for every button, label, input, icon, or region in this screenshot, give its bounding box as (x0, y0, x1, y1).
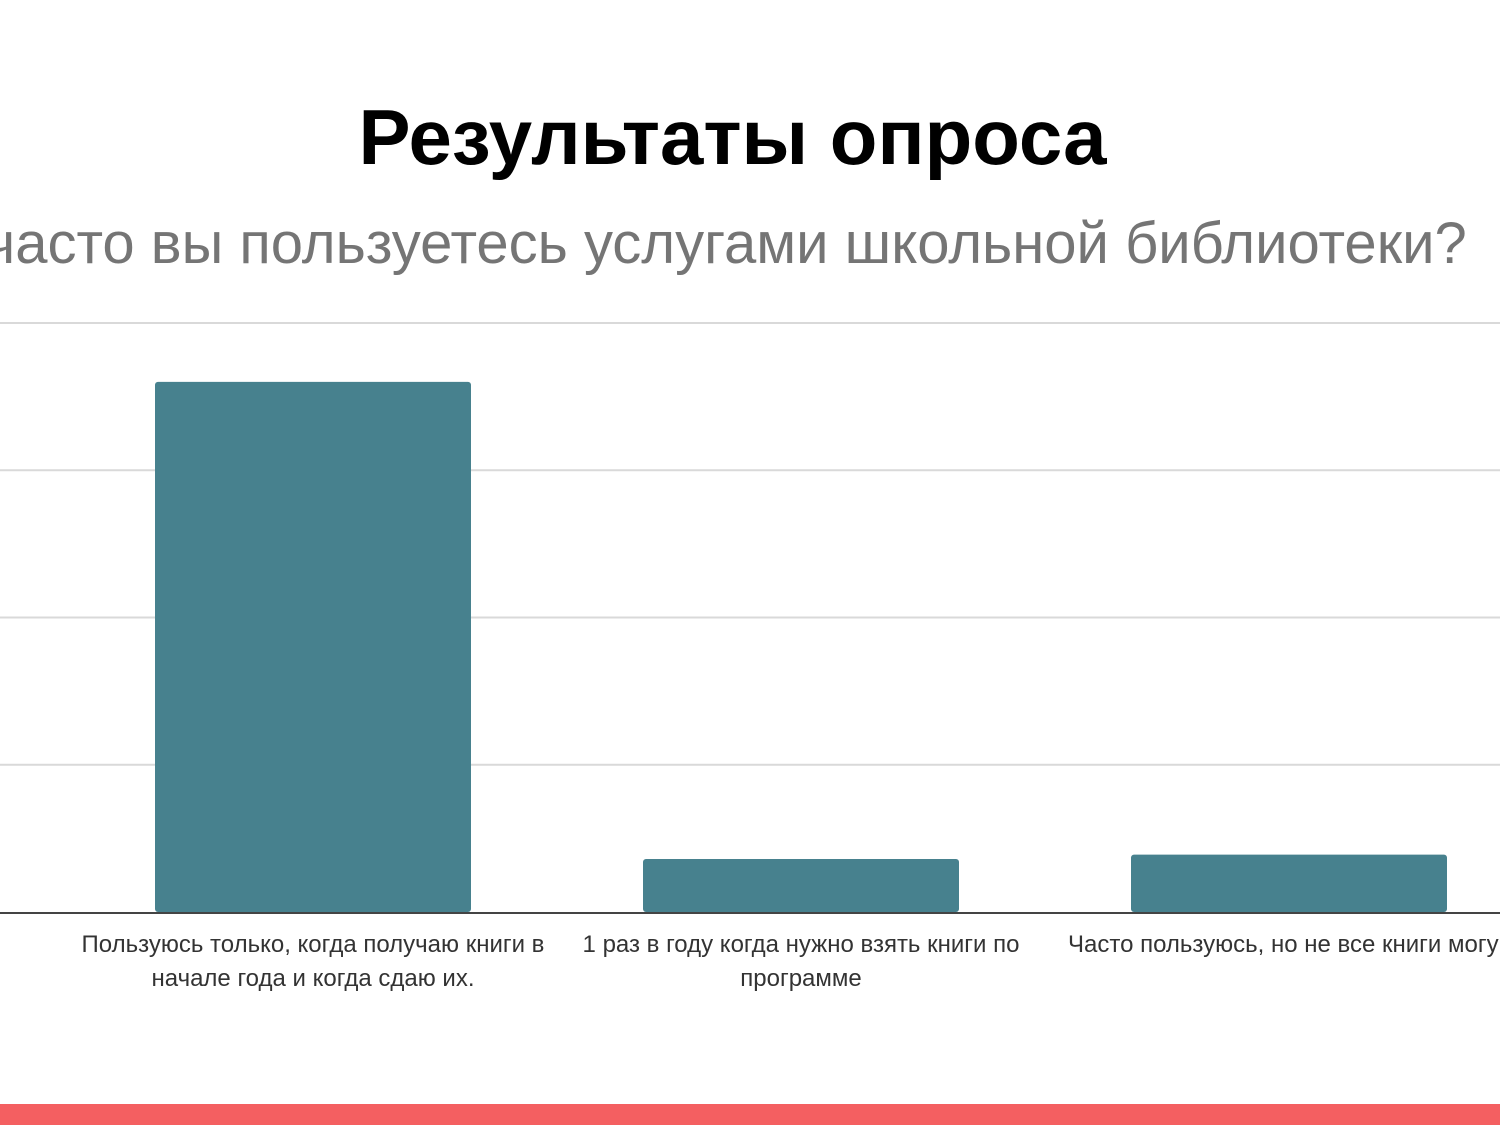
category-label-line: Часто пользуюсь, но не все книги могу на… (1068, 931, 1500, 958)
bar-3 (1131, 854, 1447, 912)
bar-chart: часто вы пользуетесь услугами школьной б… (0, 195, 1500, 1035)
bars (155, 381, 1447, 912)
category-label-line: 1 раз в году когда нужно взять книги по (583, 931, 1020, 958)
slide-title: Результаты опроса (358, 93, 1107, 181)
category-label-3: Часто пользуюсь, но не все книги могу на… (1068, 931, 1500, 958)
category-label-line: программе (740, 965, 862, 992)
bar-1 (155, 381, 471, 912)
category-label-2: 1 раз в году когда нужно взять книги по п… (583, 931, 1020, 992)
bottom-accent-bar (0, 1104, 1500, 1125)
bar-2 (643, 858, 959, 912)
bar-chart-svg: часто вы пользуетесь услугами школьной б… (0, 211, 1500, 992)
category-label-line: Пользуюсь только, когда получаю книги в (82, 931, 545, 958)
category-label-1: Пользуюсь только, когда получаю книги в н… (82, 931, 545, 992)
chart-title: часто вы пользуетесь услугами школьной б… (0, 211, 1467, 276)
category-label-line: начале года и когда сдаю их. (152, 965, 475, 992)
category-labels: Пользуюсь только, когда получаю книги в н… (82, 931, 1500, 992)
